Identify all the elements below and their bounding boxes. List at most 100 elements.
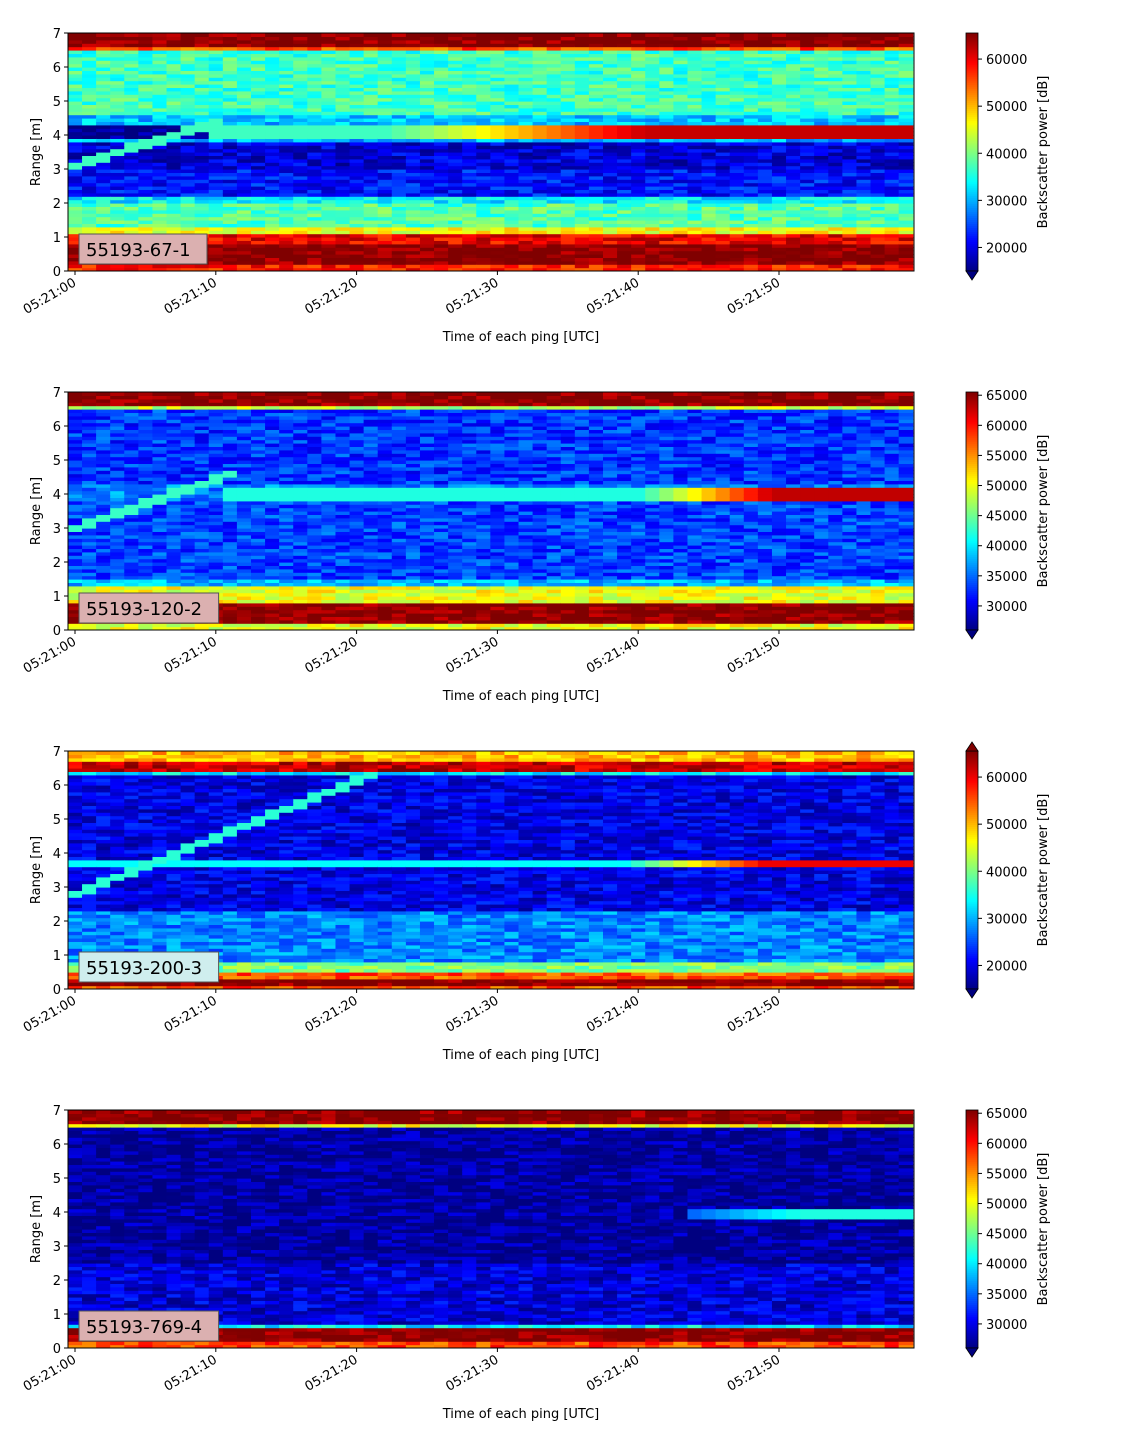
heatmap-cell	[279, 60, 294, 65]
heatmap-cell	[236, 131, 252, 136]
heatmap-cell	[786, 107, 801, 112]
heatmap-cell	[363, 247, 379, 252]
heatmap-cell	[828, 53, 843, 58]
heatmap-cell	[504, 138, 520, 143]
heatmap-cell	[82, 456, 97, 461]
heatmap-cell	[180, 504, 196, 509]
heatmap-cell	[166, 409, 182, 413]
heatmap-cell	[743, 141, 759, 146]
heatmap-cell	[307, 53, 322, 58]
heatmap-cell	[279, 216, 294, 221]
heatmap-cell	[617, 121, 632, 126]
heatmap-cell	[265, 213, 280, 218]
heatmap-cell	[279, 267, 294, 271]
colorbar-segment	[966, 253, 978, 256]
heatmap-cell	[574, 226, 590, 231]
heatmap-cell	[856, 39, 872, 44]
heatmap-cell	[377, 233, 393, 238]
heatmap-cell	[82, 46, 97, 51]
heatmap-cell	[856, 179, 872, 184]
heatmap-cell	[546, 70, 562, 75]
heatmap-cell	[532, 73, 548, 78]
heatmap-cell	[208, 230, 224, 235]
heatmap-cell	[110, 392, 125, 396]
heatmap-cell	[856, 97, 872, 102]
heatmap-cell	[110, 39, 125, 44]
heatmap-cell	[391, 192, 407, 197]
heatmap-cell	[110, 436, 125, 441]
heatmap-cell	[560, 206, 576, 211]
colorbar-segment	[966, 120, 978, 123]
heatmap-cell	[391, 70, 407, 75]
heatmap-cell	[68, 456, 83, 461]
heatmap-cell	[391, 223, 407, 228]
heatmap-cell	[138, 517, 154, 522]
heatmap-cell	[617, 254, 632, 258]
heatmap-cell	[870, 107, 886, 112]
heatmap-cell	[194, 80, 210, 85]
heatmap-cell	[68, 138, 83, 143]
heatmap-cell	[870, 233, 886, 238]
heatmap-cell	[448, 155, 463, 160]
heatmap-cell	[166, 101, 182, 105]
heatmap-cell	[82, 192, 97, 197]
heatmap-cell	[701, 97, 717, 102]
heatmap-cell	[518, 152, 534, 156]
heatmap-cell	[293, 118, 308, 122]
heatmap-cell	[124, 172, 139, 177]
heatmap-cell	[659, 80, 674, 85]
heatmap-cell	[546, 39, 562, 44]
heatmap-cell	[377, 186, 393, 190]
heatmap-cell	[617, 189, 632, 194]
heatmap-cell	[391, 50, 407, 54]
heatmap-cell	[870, 226, 886, 231]
heatmap-cell	[631, 165, 646, 170]
heatmap-cell	[743, 36, 759, 41]
heatmap-cell	[546, 203, 562, 207]
heatmap-cell	[828, 220, 843, 224]
heatmap-cell	[856, 206, 872, 211]
heatmap-cell	[180, 70, 196, 75]
heatmap-cell	[631, 145, 646, 150]
heatmap-cell	[349, 148, 365, 153]
heatmap-cell	[391, 152, 407, 156]
heatmap-cell	[814, 135, 829, 139]
heatmap-cell	[757, 237, 773, 241]
heatmap-cell	[82, 480, 97, 485]
heatmap-cell	[124, 145, 139, 150]
heatmap-cell	[842, 87, 858, 92]
heatmap-cell	[490, 73, 506, 78]
heatmap-cell	[870, 97, 886, 102]
heatmap-cell	[68, 449, 83, 454]
heatmap-cell	[68, 264, 83, 269]
heatmap-cell	[405, 111, 421, 116]
heatmap-cell	[659, 226, 674, 231]
heatmap-cell	[743, 220, 759, 224]
heatmap-cell	[335, 90, 351, 95]
heatmap-cell	[293, 203, 308, 207]
heatmap-cell	[490, 39, 506, 44]
heatmap-cell	[180, 77, 196, 82]
heatmap-cell	[800, 128, 815, 133]
heatmap-cell	[518, 267, 534, 271]
heatmap-cell	[631, 179, 646, 184]
heatmap-cell	[434, 175, 449, 180]
heatmap-cell	[800, 264, 815, 269]
heatmap-cell	[856, 165, 872, 170]
heatmap-cell	[504, 60, 520, 65]
heatmap-cell	[870, 172, 886, 177]
heatmap-cell	[391, 226, 407, 231]
heatmap-cell	[574, 175, 590, 180]
heatmap-cell	[645, 43, 660, 48]
heatmap-cell	[419, 186, 435, 190]
heatmap-cell	[222, 199, 238, 204]
heatmap-cell	[222, 267, 238, 271]
heatmap-cell	[434, 158, 449, 163]
heatmap-cell	[476, 53, 491, 58]
heatmap-cell	[560, 63, 576, 68]
heatmap-cell	[434, 87, 449, 92]
heatmap-cell	[138, 446, 154, 451]
heatmap-cell	[757, 247, 773, 252]
heatmap-cell	[96, 63, 111, 68]
heatmap-cell	[124, 432, 139, 437]
